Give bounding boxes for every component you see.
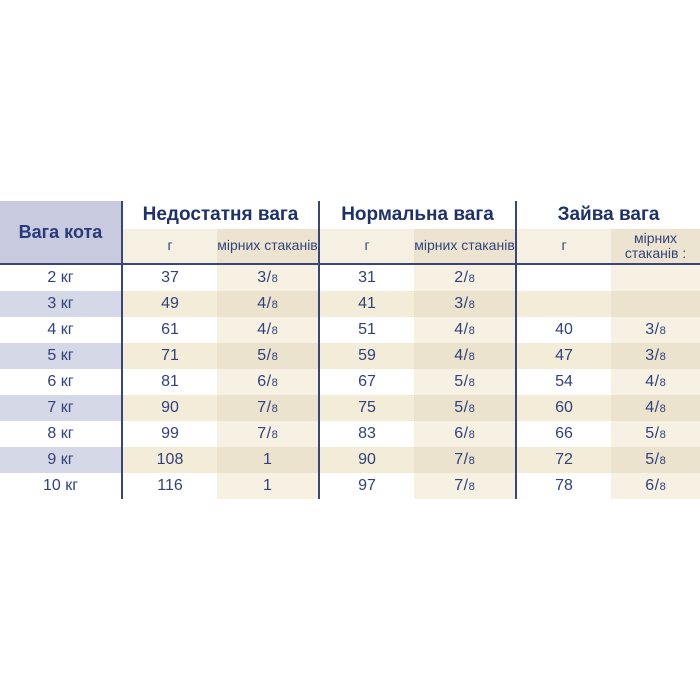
- group-header-overweight: Зайва вага: [516, 201, 700, 229]
- normal-cups: 6/8: [414, 421, 518, 447]
- over-grams: 60: [516, 395, 612, 421]
- normal-cups: 7/8: [414, 447, 518, 473]
- feeding-guide-table: Вага кота Недостатня вага Нормальна вага…: [0, 201, 700, 499]
- weight-label: 8 кг: [0, 421, 123, 447]
- under-cups: 5/8: [217, 343, 320, 369]
- weight-label: 7 кг: [0, 395, 123, 421]
- over-cups: [611, 291, 700, 317]
- normal-cups: 3/8: [414, 291, 518, 317]
- normal-cups: 7/8: [414, 473, 518, 499]
- over-cups: 5/8: [611, 447, 700, 473]
- subheader-overweight-cups: мірних стаканів :: [611, 229, 700, 265]
- weight-label: 9 кг: [0, 447, 123, 473]
- under-cups: 4/8: [217, 317, 320, 343]
- table-row: 3 кг 49 4/8 41 3/8: [0, 291, 700, 317]
- subheader-normal-cups: мірних стаканів: [414, 229, 518, 265]
- over-cups: [611, 264, 700, 291]
- normal-cups: 4/8: [414, 317, 518, 343]
- over-grams: 72: [516, 447, 612, 473]
- feeding-guide-table-wrap: Вага кота Недостатня вага Нормальна вага…: [0, 201, 700, 499]
- weight-label: 5 кг: [0, 343, 123, 369]
- under-grams: 108: [122, 447, 217, 473]
- table-row: 6 кг 81 6/8 67 5/8 54 4/8: [0, 369, 700, 395]
- group-header-row: Вага кота Недостатня вага Нормальна вага…: [0, 201, 700, 265]
- table-row: 2 кг 37 3/8 31 2/8: [0, 264, 700, 291]
- weight-label: 2 кг: [0, 264, 123, 291]
- subheader-underweight-grams: г: [122, 229, 217, 265]
- table-row: 5 кг 71 5/8 59 4/8 47 3/8: [0, 343, 700, 369]
- group-header-normal-weight: Нормальна вага: [319, 201, 518, 229]
- normal-grams: 31: [319, 264, 414, 291]
- normal-grams: 41: [319, 291, 414, 317]
- weight-label: 6 кг: [0, 369, 123, 395]
- over-grams: 40: [516, 317, 612, 343]
- corner-header-cat-weight: Вага кота: [0, 201, 123, 265]
- normal-grams: 83: [319, 421, 414, 447]
- under-cups: 4/8: [217, 291, 320, 317]
- table-row: 7 кг 90 7/8 75 5/8 60 4/8: [0, 395, 700, 421]
- over-grams: 66: [516, 421, 612, 447]
- table-row: 4 кг 61 4/8 51 4/8 40 3/8: [0, 317, 700, 343]
- under-cups: 7/8: [217, 421, 320, 447]
- normal-grams: 51: [319, 317, 414, 343]
- under-grams: 71: [122, 343, 217, 369]
- over-cups: 4/8: [611, 369, 700, 395]
- over-cups: 5/8: [611, 421, 700, 447]
- weight-label: 3 кг: [0, 291, 123, 317]
- over-cups: 6/8: [611, 473, 700, 499]
- normal-grams: 59: [319, 343, 414, 369]
- normal-cups: 2/8: [414, 264, 518, 291]
- table-row: 9 кг 108 1 90 7/8 72 5/8: [0, 447, 700, 473]
- over-grams: 78: [516, 473, 612, 499]
- under-grams: 116: [122, 473, 217, 499]
- normal-cups: 4/8: [414, 343, 518, 369]
- under-grams: 49: [122, 291, 217, 317]
- under-grams: 81: [122, 369, 217, 395]
- sub-header-row: г мірних стаканів г мірних стаканів г мі…: [0, 229, 700, 265]
- under-grams: 61: [122, 317, 217, 343]
- under-cups: 3/8: [217, 264, 320, 291]
- over-grams: 47: [516, 343, 612, 369]
- under-grams: 37: [122, 264, 217, 291]
- under-cups: 7/8: [217, 395, 320, 421]
- normal-cups: 5/8: [414, 395, 518, 421]
- over-cups: 3/8: [611, 317, 700, 343]
- under-grams: 90: [122, 395, 217, 421]
- under-cups: 6/8: [217, 369, 320, 395]
- under-cups: 1: [217, 473, 320, 499]
- table-row: 10 кг 116 1 97 7/8 78 6/8: [0, 473, 700, 499]
- normal-grams: 67: [319, 369, 414, 395]
- weight-label: 10 кг: [0, 473, 123, 499]
- normal-cups: 5/8: [414, 369, 518, 395]
- over-grams: [516, 264, 612, 291]
- group-header-underweight: Недостатня вага: [122, 201, 320, 229]
- under-grams: 99: [122, 421, 217, 447]
- under-cups: 1: [217, 447, 320, 473]
- subheader-normal-grams: г: [319, 229, 414, 265]
- over-cups: 4/8: [611, 395, 700, 421]
- over-grams: [516, 291, 612, 317]
- normal-grams: 97: [319, 473, 414, 499]
- normal-grams: 75: [319, 395, 414, 421]
- over-grams: 54: [516, 369, 612, 395]
- table-row: 8 кг 99 7/8 83 6/8 66 5/8: [0, 421, 700, 447]
- normal-grams: 90: [319, 447, 414, 473]
- subheader-overweight-grams: г: [516, 229, 612, 265]
- over-cups: 3/8: [611, 343, 700, 369]
- weight-label: 4 кг: [0, 317, 123, 343]
- subheader-underweight-cups: мірних стаканів: [217, 229, 320, 265]
